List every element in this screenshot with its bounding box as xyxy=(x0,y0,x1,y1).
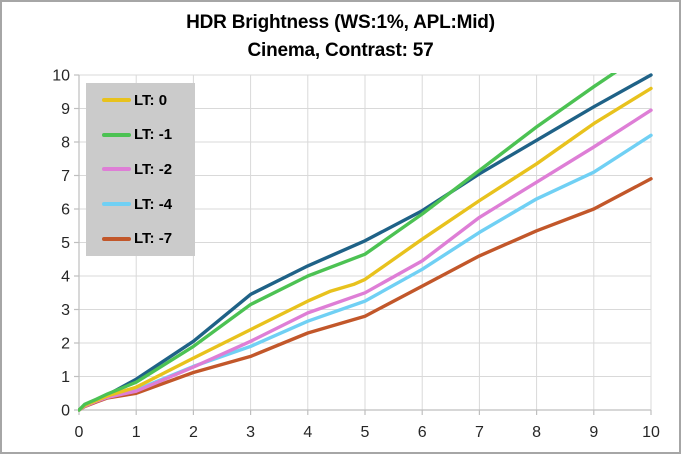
y-tick-label: 9 xyxy=(61,101,70,118)
y-tick-label: 10 xyxy=(52,68,70,85)
legend-swatch xyxy=(102,98,131,103)
y-tick-label: 8 xyxy=(61,135,70,152)
x-tick-label: 4 xyxy=(303,424,312,441)
legend-label: LT: -7 xyxy=(134,230,173,248)
x-tick-label: 1 xyxy=(132,424,141,441)
legend-item: LT: -1 xyxy=(102,126,195,143)
legend-swatch xyxy=(102,236,131,241)
legend-label: LT: 0 xyxy=(134,91,168,109)
x-tick-label: 6 xyxy=(418,424,427,441)
y-tick-label: 1 xyxy=(61,369,70,386)
x-tick-label: 0 xyxy=(75,424,84,441)
legend-swatch xyxy=(102,132,131,137)
y-tick-label: 6 xyxy=(61,202,70,219)
x-tick-label: 3 xyxy=(246,424,255,441)
legend-label: LT: -2 xyxy=(134,160,173,178)
legend-item: LT: 0 xyxy=(102,92,195,109)
y-tick-label: 4 xyxy=(61,269,70,286)
series-line-lt-1 xyxy=(78,73,618,412)
x-tick-label: 7 xyxy=(475,424,484,441)
x-tick-label: 8 xyxy=(532,424,541,441)
legend-swatch xyxy=(102,202,131,207)
x-tick-label: 2 xyxy=(189,424,198,441)
x-tick-label: 10 xyxy=(642,424,660,441)
legend-swatch xyxy=(102,167,131,172)
x-tick-label: 9 xyxy=(589,424,598,441)
legend: LT: 0 LT: -1 LT: -2 LT: -4 LT: -7 xyxy=(86,83,195,256)
y-tick-label: 2 xyxy=(61,336,70,353)
legend-label: LT: -4 xyxy=(134,195,173,213)
chart-header: HDR Brightness (WS:1%, APL:Mid) Cinema, … xyxy=(2,9,679,65)
x-tick-label: 5 xyxy=(361,424,370,441)
legend-item: LT: -2 xyxy=(102,161,195,178)
chart-title: HDR Brightness (WS:1%, APL:Mid) xyxy=(186,12,495,33)
legend-item: LT: -4 xyxy=(102,196,195,213)
y-tick-label: 0 xyxy=(61,403,70,420)
y-tick-label: 3 xyxy=(61,302,70,319)
legend-item: LT: -7 xyxy=(102,230,195,247)
chart-subtitle: Cinema, Contrast: 57 xyxy=(247,40,434,61)
y-tick-label: 7 xyxy=(61,168,70,185)
legend-label: LT: -1 xyxy=(134,126,173,144)
y-tick-label: 5 xyxy=(61,235,70,252)
